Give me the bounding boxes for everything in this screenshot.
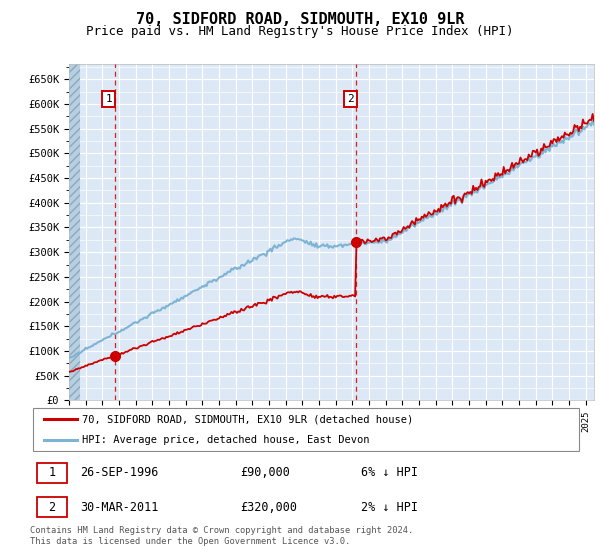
- FancyBboxPatch shape: [37, 463, 67, 483]
- FancyBboxPatch shape: [37, 497, 67, 517]
- Text: £320,000: £320,000: [240, 501, 297, 514]
- Text: 2: 2: [347, 94, 354, 104]
- Text: HPI: Average price, detached house, East Devon: HPI: Average price, detached house, East…: [82, 435, 370, 445]
- Text: 2: 2: [48, 501, 55, 514]
- Text: Contains HM Land Registry data © Crown copyright and database right 2024.
This d: Contains HM Land Registry data © Crown c…: [30, 526, 413, 546]
- Text: 1: 1: [48, 466, 55, 479]
- Text: 70, SIDFORD ROAD, SIDMOUTH, EX10 9LR: 70, SIDFORD ROAD, SIDMOUTH, EX10 9LR: [136, 12, 464, 27]
- Text: 6% ↓ HPI: 6% ↓ HPI: [361, 466, 418, 479]
- Bar: [69, 64, 80, 400]
- Text: Price paid vs. HM Land Registry's House Price Index (HPI): Price paid vs. HM Land Registry's House …: [86, 25, 514, 38]
- FancyBboxPatch shape: [33, 408, 579, 451]
- Text: 30-MAR-2011: 30-MAR-2011: [80, 501, 158, 514]
- Text: 70, SIDFORD ROAD, SIDMOUTH, EX10 9LR (detached house): 70, SIDFORD ROAD, SIDMOUTH, EX10 9LR (de…: [82, 414, 413, 424]
- Text: £90,000: £90,000: [240, 466, 290, 479]
- Text: 1: 1: [106, 94, 112, 104]
- Text: 2% ↓ HPI: 2% ↓ HPI: [361, 501, 418, 514]
- Text: 26-SEP-1996: 26-SEP-1996: [80, 466, 158, 479]
